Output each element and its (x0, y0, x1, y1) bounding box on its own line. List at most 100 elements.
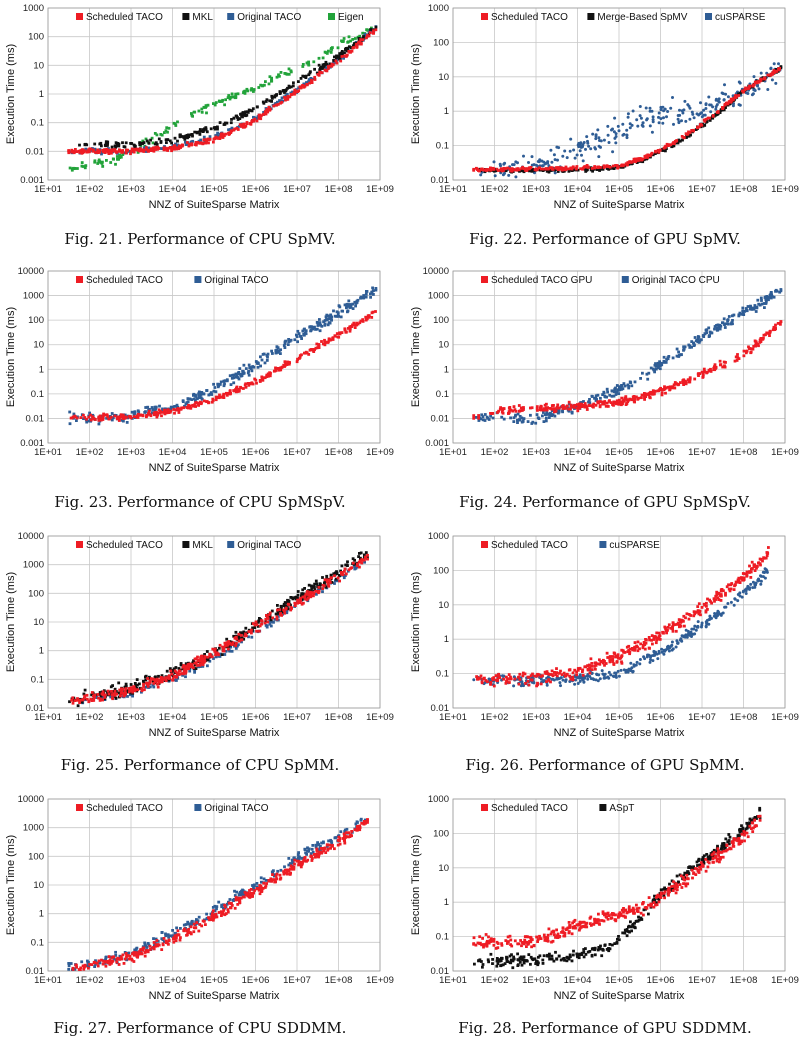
point-mkl (317, 63, 321, 67)
point-cusparse (757, 87, 761, 91)
point-scheduled-taco (734, 583, 737, 587)
point-scheduled-taco (745, 574, 749, 577)
point-cusparse (581, 159, 585, 163)
point-mkl (237, 635, 241, 639)
point-scheduled-taco (624, 162, 628, 166)
point-scheduled-taco (744, 87, 748, 91)
point-mkl (80, 700, 84, 704)
point-scheduled-taco (645, 154, 648, 158)
point-scheduled-taco (525, 167, 529, 171)
point-merge-based-spmv (572, 168, 576, 172)
point-scheduled-taco (266, 617, 270, 620)
point-original-taco (349, 303, 353, 306)
point-mkl (225, 637, 229, 641)
point-mkl (201, 130, 205, 133)
point-mkl (289, 603, 292, 607)
point-scheduled-taco (347, 568, 351, 572)
point-original-taco (192, 392, 196, 396)
point-scheduled-taco-gpu (735, 359, 739, 362)
point-scheduled-taco (260, 619, 263, 622)
point-cusparse (737, 80, 741, 84)
point-original-taco (146, 405, 150, 409)
point-scheduled-taco (146, 677, 149, 680)
point-cusparse (738, 591, 742, 595)
point-original-taco (372, 289, 375, 292)
point-original-taco-cpu (529, 413, 532, 417)
point-cusparse (614, 675, 618, 679)
point-cusparse (717, 99, 720, 103)
point-cusparse (614, 135, 618, 138)
point-original-taco-cpu (537, 417, 541, 420)
x-tick-label: 1E+06 (242, 447, 270, 458)
point-mkl (261, 100, 265, 104)
point-scheduled-taco-gpu (736, 353, 739, 356)
point-cusparse (552, 153, 556, 157)
legend-swatch (481, 276, 488, 283)
point-original-taco (88, 411, 91, 415)
legend: Scheduled TACO MKL Original TACO (76, 540, 302, 551)
point-original-taco (133, 412, 137, 415)
point-mkl (340, 50, 344, 53)
point-scheduled-taco (190, 143, 194, 146)
point-original-taco-cpu (677, 350, 680, 354)
point-eigen (301, 63, 305, 66)
point-original-taco-cpu (657, 366, 660, 370)
point-scheduled-taco (312, 594, 315, 598)
point-scheduled-taco (177, 144, 181, 148)
point-scheduled-taco (535, 674, 539, 678)
point-cusparse (626, 115, 630, 119)
point-scheduled-taco-gpu (712, 366, 716, 370)
point-scheduled-taco (143, 688, 146, 692)
point-scheduled-taco (296, 598, 300, 602)
point-scheduled-taco (316, 73, 320, 76)
point-scheduled-taco (767, 546, 770, 549)
point-eigen (301, 65, 305, 68)
legend-label: Original TACO (237, 12, 301, 23)
point-scheduled-taco (231, 641, 235, 645)
point-original-taco (318, 329, 322, 333)
point-scheduled-taco (293, 92, 296, 96)
point-scheduled-taco (296, 358, 299, 361)
point-mkl (198, 133, 202, 136)
point-original-taco (241, 372, 245, 376)
point-original-taco (300, 337, 303, 340)
point-original-taco-cpu (610, 389, 614, 393)
fig24-panel: 0.001 0.01 0.1 1 10 100 1000 10000 1E+01 1E+02 1E+… (405, 263, 805, 485)
point-original-taco-cpu (713, 325, 717, 328)
point-cusparse (638, 658, 642, 661)
point-scheduled-taco-gpu (751, 347, 755, 351)
point-cusparse (739, 93, 743, 97)
point-merge-based-spmv (529, 168, 533, 172)
point-scheduled-taco (153, 146, 156, 150)
y-tick-label: 0.01 (26, 703, 45, 714)
point-scheduled-taco (328, 581, 332, 584)
point-mkl (155, 143, 159, 146)
x-tick-label: 1E+06 (647, 184, 675, 195)
point-scheduled-taco (571, 165, 575, 169)
point-mkl (274, 612, 278, 616)
point-cusparse (558, 681, 562, 685)
point-original-taco-cpu (626, 383, 630, 387)
point-scheduled-taco (283, 365, 286, 368)
point-eigen (100, 162, 104, 165)
point-scheduled-taco (264, 112, 268, 116)
point-original-taco (219, 380, 223, 384)
point-scheduled-taco-gpu (719, 363, 723, 366)
point-scheduled-taco (78, 151, 82, 154)
point-cusparse (676, 114, 680, 117)
point-scheduled-taco (312, 350, 316, 353)
point-original-taco (323, 322, 327, 326)
point-cusparse (723, 83, 726, 87)
point-original-taco (175, 679, 178, 682)
point-scheduled-taco (360, 561, 364, 565)
legend-label: Scheduled TACO (86, 12, 163, 23)
point-scheduled-taco (479, 674, 483, 678)
point-original-taco (255, 362, 259, 365)
point-original-taco-cpu (601, 393, 604, 396)
point-scheduled-taco-gpu (545, 408, 549, 412)
point-cusparse (667, 649, 671, 653)
point-eigen (206, 103, 210, 107)
point-scheduled-taco (317, 591, 320, 595)
point-original-taco-cpu (675, 354, 679, 358)
